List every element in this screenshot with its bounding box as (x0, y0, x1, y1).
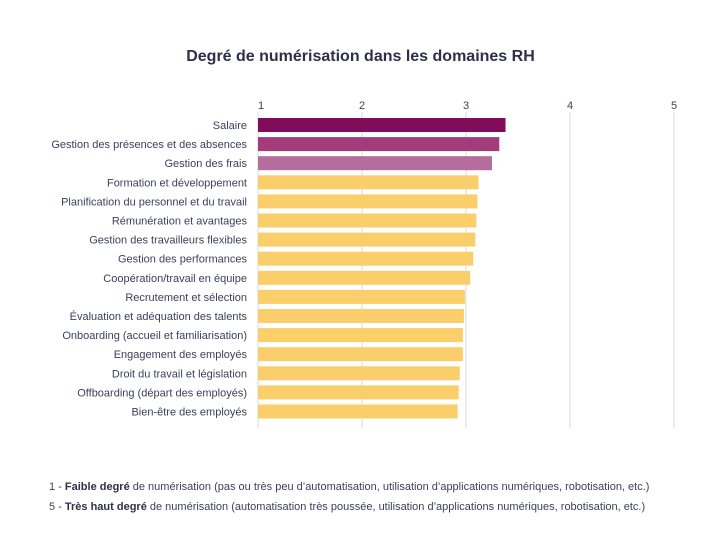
bar (258, 347, 463, 362)
bar (258, 213, 477, 228)
category-label: Gestion des travailleurs flexibles (89, 235, 247, 247)
bar (258, 385, 459, 400)
x-tick-label: 3 (463, 100, 469, 112)
bar (258, 175, 479, 190)
category-label: Engagement des employés (114, 349, 248, 361)
category-label: Rémunération et avantages (112, 216, 248, 228)
x-tick-label: 4 (567, 100, 573, 112)
x-tick-label: 1 (258, 100, 264, 112)
chart-title: Degré de numérisation dans les domaines … (186, 48, 535, 65)
category-label: Gestion des présences et des absences (51, 139, 247, 151)
x-tick-label: 5 (671, 100, 677, 112)
category-label: Bien-être des employés (131, 407, 247, 419)
category-label: Gestion des performances (118, 254, 248, 266)
footnote-high-bold: Très haut degré (64, 501, 147, 513)
category-label: Coopération/travail en équipe (103, 273, 247, 285)
footnote-low-prefix: 1 - (49, 481, 65, 493)
bar (258, 270, 471, 285)
bar (258, 118, 506, 132)
category-label: Offboarding (départ des employés) (77, 387, 247, 399)
bar (258, 156, 492, 171)
category-label: Planification du personnel et du travail (61, 196, 247, 208)
bar (258, 328, 463, 343)
footnote-high-degree: 5 - Très haut degré de numérisation (aut… (49, 501, 645, 513)
footnote-high-text: de numérisation (automatisation très pou… (146, 501, 646, 513)
footnote-high-prefix: 5 - (49, 501, 65, 513)
bar (258, 232, 476, 247)
bar (258, 366, 460, 381)
bar (258, 194, 478, 209)
category-label: Onboarding (accueil et familiarisation) (62, 330, 247, 342)
footnote-low-text: de numérisation (pas ou très peu d’autom… (129, 481, 650, 493)
category-label: Salaire (213, 120, 247, 132)
bar (258, 137, 500, 152)
category-label: Évaluation et adéquation des talents (70, 310, 248, 323)
footnote-low-bold: Faible degré (64, 481, 130, 493)
category-label: Gestion des frais (164, 158, 247, 170)
category-label: Recrutement et sélection (125, 292, 247, 304)
bar (258, 404, 458, 419)
bar (258, 309, 464, 323)
category-label: Formation et développement (107, 177, 247, 189)
footnote-low-degree: 1 - Faible degré de numérisation (pas ou… (49, 481, 649, 493)
category-label: Droit du travail et législation (112, 368, 247, 380)
x-tick-label: 2 (359, 100, 365, 112)
bar (258, 289, 465, 304)
bar (258, 251, 474, 266)
